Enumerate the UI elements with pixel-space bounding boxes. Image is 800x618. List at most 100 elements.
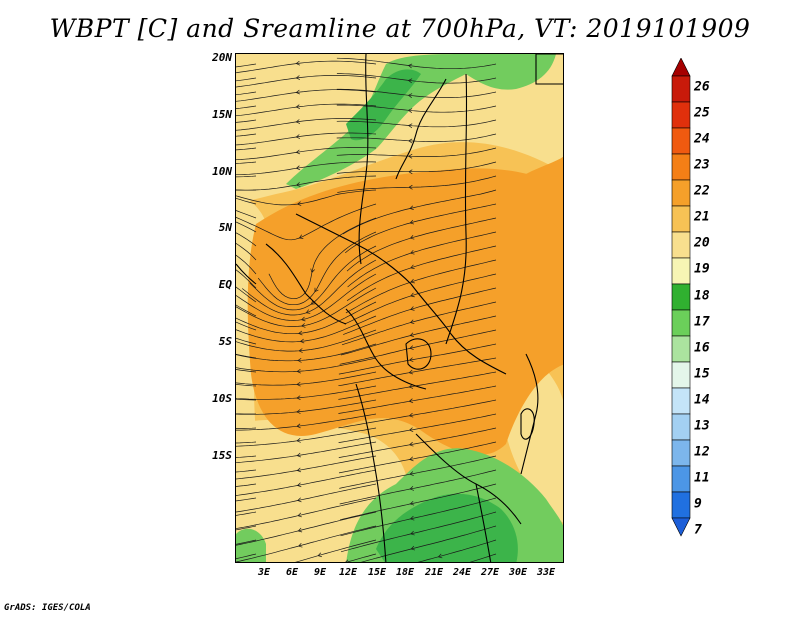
streamline — [236, 441, 377, 463]
streamline — [236, 287, 377, 327]
streamline — [236, 161, 377, 176]
colorbar-label: 20 — [694, 235, 710, 251]
lat-label-5s: 5S — [218, 335, 232, 348]
colorbar-segment — [671, 127, 691, 155]
streamline — [347, 231, 497, 288]
streamline-arrow — [408, 369, 414, 375]
streamline — [338, 413, 497, 443]
streamline — [236, 77, 257, 82]
streamline — [236, 353, 257, 359]
map-title: WBPT [C] and Sreamline at 700hPa, VT: 20… — [49, 14, 751, 43]
field-green-northeast — [466, 54, 556, 90]
credit-text: GrADS: IGES/COLA — [4, 603, 91, 613]
streamline-arrow — [437, 553, 443, 559]
streamline-arrow — [407, 123, 413, 129]
streamline — [236, 89, 377, 102]
streamline — [336, 119, 497, 128]
streamline — [338, 357, 497, 387]
streamline — [236, 511, 257, 516]
lon-label-33e: 33E — [536, 567, 556, 578]
streamline — [469, 553, 497, 562]
lon-label-3e: 3E — [257, 567, 271, 578]
streamline-arrow — [408, 398, 414, 404]
streamline — [346, 217, 497, 272]
streamline-arrow — [297, 512, 302, 518]
streamline-arrow — [296, 409, 301, 414]
lon-label-21e: 21E — [424, 567, 444, 578]
streamline — [236, 525, 257, 531]
streamline-arrow — [299, 338, 305, 344]
streamline — [340, 483, 497, 521]
streamline-arrow — [409, 515, 415, 521]
streamline — [236, 221, 257, 233]
colorbar-label: 21 — [694, 209, 710, 225]
colorbar-label: 13 — [694, 418, 710, 434]
streamline-arrow — [295, 149, 301, 155]
streamline-arrow — [298, 348, 303, 353]
map-panel — [235, 53, 564, 563]
streamline — [236, 441, 257, 444]
streamline — [236, 175, 377, 191]
streamline-arrow — [407, 78, 413, 84]
streamline-arrow — [408, 138, 413, 144]
streamline — [340, 497, 497, 537]
streamline-arrow — [409, 500, 415, 506]
streamline — [236, 91, 257, 96]
streamline-arrow — [295, 119, 301, 124]
streamline-arrow — [408, 384, 414, 389]
border — [355, 383, 387, 562]
streamline-arrow — [408, 169, 413, 175]
lat-label-15n: 15N — [212, 108, 232, 121]
field-green-north-core — [346, 69, 421, 141]
lon-label-24e: 24E — [452, 567, 472, 578]
border — [358, 54, 369, 265]
colorbar-label: 19 — [694, 261, 710, 277]
colorbar-label: 12 — [694, 444, 710, 460]
streamline — [236, 304, 257, 317]
colorbar-segment — [671, 283, 691, 311]
streamline — [345, 259, 497, 314]
streamline — [236, 161, 257, 164]
streamline — [257, 231, 377, 306]
streamline — [236, 147, 377, 161]
streamline — [339, 469, 497, 505]
streamline-arrow — [409, 235, 415, 240]
lon-label-18e: 18E — [395, 567, 415, 578]
field-green-south-core — [376, 493, 518, 562]
streamline — [236, 398, 257, 401]
coast — [236, 263, 257, 285]
streamline — [236, 147, 257, 151]
streamline — [236, 132, 377, 146]
streamline — [236, 243, 257, 261]
streamline-arrow — [297, 542, 303, 548]
streamline-arrow — [305, 309, 311, 314]
streamline — [236, 329, 377, 352]
streamline — [336, 57, 497, 70]
border — [475, 483, 492, 562]
streamline — [236, 525, 377, 562]
lat-label-20n: 20N — [212, 51, 232, 64]
streamline — [236, 269, 257, 289]
streamline-arrow — [408, 441, 414, 447]
streamline — [236, 119, 257, 123]
streamline — [236, 103, 377, 117]
streamline — [236, 497, 377, 529]
streamline — [236, 337, 257, 345]
streamline-arrow — [296, 368, 301, 374]
streamline-arrow — [298, 330, 303, 336]
streamline-arrow — [409, 345, 414, 350]
colorbar-label: 15 — [694, 366, 710, 382]
lake — [520, 408, 535, 440]
streamline — [338, 343, 497, 375]
colorbar-segment — [671, 491, 691, 519]
streamline — [236, 427, 377, 447]
streamline — [336, 88, 497, 98]
colorbar-label: 26 — [694, 79, 710, 95]
colorbar-segment — [671, 153, 691, 181]
border — [535, 54, 563, 85]
lon-label-15e: 15E — [367, 567, 387, 578]
lon-label-9e: 9E — [313, 567, 327, 578]
field-orange-core — [247, 168, 563, 455]
lat-label-10s: 10S — [212, 392, 232, 405]
streamline — [336, 147, 497, 157]
